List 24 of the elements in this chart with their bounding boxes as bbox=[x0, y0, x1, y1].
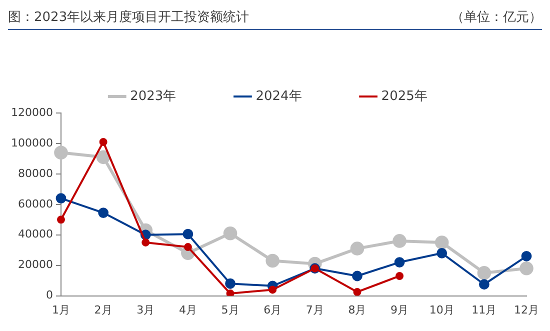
text: （单位：亿元） bbox=[451, 9, 542, 26]
x-tick-label: 11月 bbox=[472, 303, 497, 316]
x-tick-label: 10月 bbox=[429, 303, 454, 316]
x-tick-label: 8月 bbox=[348, 303, 366, 316]
legend-label: 2024年 bbox=[256, 88, 302, 104]
y-tick-label: 0 bbox=[46, 288, 53, 302]
chart-title: 图：2023年以来月度项目开工投资额统计 bbox=[8, 9, 250, 26]
x-tick-label: 2月 bbox=[94, 303, 112, 316]
x-tick-label: 4月 bbox=[178, 303, 197, 316]
x-tick-label: 1月 bbox=[52, 303, 70, 316]
y-tick-label: 20000 bbox=[18, 258, 53, 272]
y-tick-label: 60000 bbox=[18, 197, 53, 210]
y-tick-label: 80000 bbox=[18, 166, 53, 180]
y-tick-label: 120000 bbox=[10, 106, 53, 119]
y-tick-label: 100000 bbox=[10, 136, 53, 150]
x-tick-label: 3月 bbox=[136, 303, 155, 316]
x-tick-label: 9月 bbox=[390, 303, 409, 316]
x-tick-label: 6月 bbox=[264, 303, 282, 316]
legend-label: 2023年 bbox=[130, 88, 176, 104]
x-tick-label: 5月 bbox=[221, 303, 240, 316]
x-tick-label: 12月 bbox=[514, 303, 539, 316]
x-tick-label: 7月 bbox=[306, 303, 324, 316]
legend-label: 2025年 bbox=[381, 88, 428, 104]
y-tick-label: 40000 bbox=[18, 228, 53, 241]
